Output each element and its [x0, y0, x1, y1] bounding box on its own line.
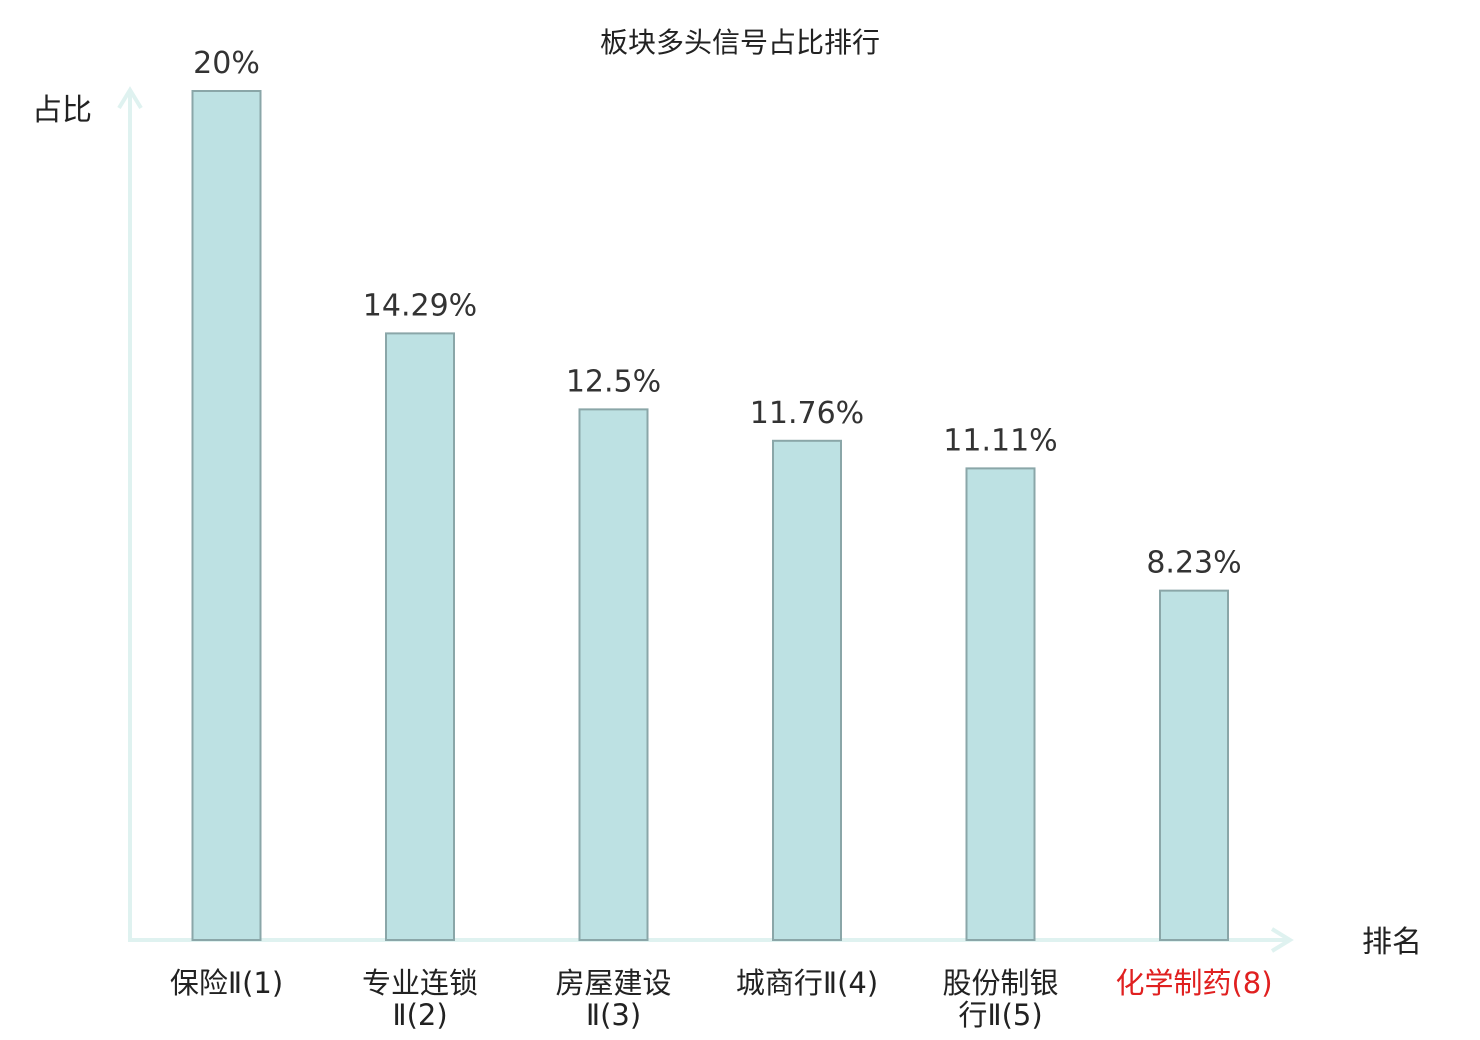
category-label: 股份制银行Ⅱ(5) — [942, 966, 1058, 1032]
x-axis-label: 排名 — [1362, 925, 1422, 960]
bar — [191, 90, 262, 941]
category-label-line: 行Ⅱ(5) — [958, 998, 1042, 1032]
y-axis-label: 占比 — [32, 93, 92, 128]
category-label-line: 城商行Ⅱ(4) — [736, 966, 878, 1000]
category-label-line: Ⅱ(2) — [392, 998, 447, 1032]
category-label: 房屋建设 Ⅱ(3) — [555, 966, 671, 1032]
category-label-line: 化学制药(8) — [1115, 966, 1272, 1000]
bar-value-label: 8.23% — [1146, 546, 1241, 581]
bar-value-label: 14.29% — [363, 288, 477, 323]
chart-title: 板块多头信号占比排行 — [600, 26, 880, 59]
bar-value-label: 20% — [193, 46, 260, 81]
bar — [578, 408, 649, 941]
bar — [965, 467, 1036, 941]
category-label: 保险Ⅱ(1) — [170, 966, 283, 1000]
y-axis-arrow-icon — [117, 86, 143, 110]
bar — [772, 439, 842, 941]
category-label-line: 专业连锁 — [362, 966, 478, 1000]
bar-value-label: 11.11% — [943, 423, 1057, 458]
category-label: 城商行Ⅱ(4) — [736, 966, 878, 1000]
category-label-line: 股份制银 — [942, 966, 1058, 1000]
category-label-line: Ⅱ(3) — [586, 998, 641, 1032]
bar-value-label: 12.5% — [566, 364, 661, 399]
bar — [1159, 589, 1229, 941]
bar-series: 20% 保险Ⅱ(1) 14.29% 专业连锁 Ⅱ(2) 12.5% 房屋建设 Ⅱ(3) 11.7… — [170, 46, 1273, 1032]
category-label: 化学制药(8) — [1115, 966, 1272, 1000]
bar — [385, 332, 455, 941]
category-label-line: 保险Ⅱ(1) — [170, 966, 283, 1000]
category-label-line: 房屋建设 — [555, 966, 671, 1000]
x-axis-arrow-icon — [1270, 927, 1294, 953]
bar-value-label: 11.76% — [750, 396, 864, 431]
category-label: 专业连锁 Ⅱ(2) — [362, 966, 478, 1032]
